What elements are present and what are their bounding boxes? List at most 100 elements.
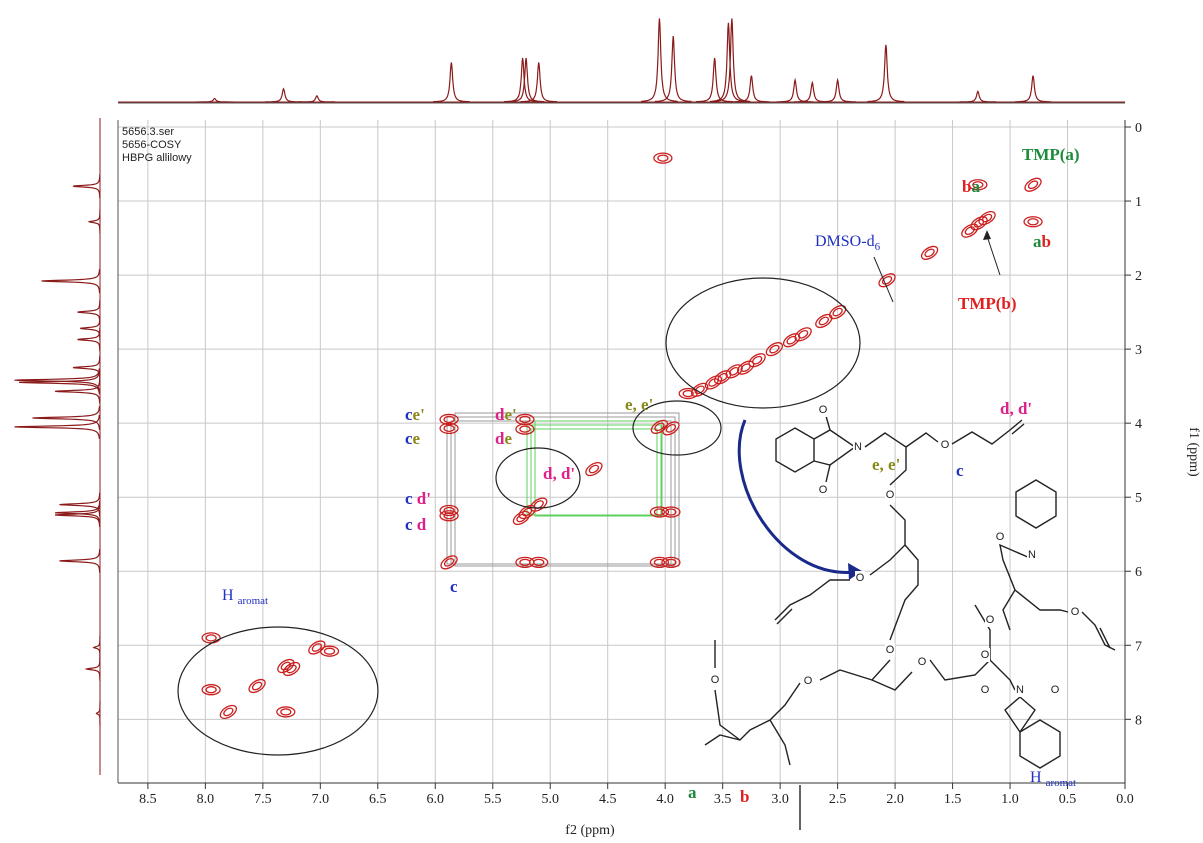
x-tick-label: 2.5 bbox=[829, 792, 847, 807]
annotation-part: c bbox=[405, 405, 413, 424]
cross-peak bbox=[649, 506, 670, 518]
atom-bg bbox=[853, 440, 863, 454]
atom-bg bbox=[1027, 548, 1037, 562]
atom-bg bbox=[940, 438, 950, 452]
cross-peak bbox=[443, 415, 455, 424]
annotation: ab bbox=[1033, 232, 1051, 251]
cross-peak bbox=[678, 387, 698, 400]
cross-peak bbox=[881, 275, 893, 285]
annotation-part: d bbox=[495, 429, 505, 448]
atom-bg bbox=[710, 673, 720, 687]
cross-peak bbox=[649, 556, 670, 569]
atom-bg bbox=[818, 483, 828, 497]
annotation: DMSO-d6 bbox=[815, 233, 881, 253]
atom-label: N bbox=[1016, 684, 1024, 696]
annotation-part: e, e' bbox=[625, 395, 653, 414]
annotation-part: b bbox=[962, 177, 971, 196]
x-tick-label: 4.5 bbox=[599, 792, 617, 807]
cross-peak bbox=[219, 704, 238, 720]
projection-peak-top bbox=[507, 57, 545, 103]
y-tick-label: 2 bbox=[1135, 269, 1142, 284]
y-tick-label: 3 bbox=[1135, 343, 1142, 358]
projection-peak-left bbox=[14, 414, 100, 439]
atom-bg bbox=[885, 488, 895, 502]
annotation-part: d bbox=[495, 405, 505, 424]
cross-peak bbox=[653, 558, 666, 567]
cross-peak bbox=[248, 678, 266, 694]
cross-peak bbox=[961, 223, 979, 238]
cross-peak bbox=[276, 706, 296, 718]
annotation: H aromat bbox=[222, 587, 268, 607]
atom-bg bbox=[980, 683, 990, 697]
annotation: TMP(b) bbox=[958, 294, 1017, 313]
atom-label: O bbox=[711, 674, 720, 686]
tmp-arrow-head bbox=[983, 230, 991, 240]
annotation: ba bbox=[962, 177, 980, 196]
file-info: 5656.3.ser bbox=[122, 126, 174, 138]
atom-label: O bbox=[856, 572, 865, 584]
cross-peak bbox=[650, 419, 669, 434]
annotation: H aromat bbox=[1030, 769, 1076, 789]
y-tick-label: 6 bbox=[1135, 565, 1142, 580]
cross-peak bbox=[1024, 177, 1042, 192]
atom-label: O bbox=[918, 656, 927, 668]
cross-peak bbox=[657, 154, 669, 162]
annotation-part: H bbox=[222, 587, 238, 604]
annotation-part: c bbox=[405, 429, 413, 448]
cross-peak bbox=[682, 389, 694, 398]
blue-arrow bbox=[737, 419, 856, 574]
atom-label: N bbox=[854, 441, 862, 453]
atom-label: O bbox=[986, 614, 995, 626]
projection-peak-left bbox=[59, 492, 101, 517]
atom-bg bbox=[985, 613, 995, 627]
cross-peak bbox=[972, 181, 984, 189]
atom-label: O bbox=[819, 484, 828, 496]
y-tick-label: 0 bbox=[1135, 121, 1142, 136]
x-tick-label: 7.5 bbox=[254, 792, 272, 807]
atom-bg bbox=[1015, 683, 1025, 697]
x-tick-label: 5.0 bbox=[541, 792, 559, 807]
cross-peak bbox=[205, 634, 217, 642]
cross-peak bbox=[665, 558, 677, 567]
cross-peak bbox=[653, 508, 666, 516]
projection-peak-left bbox=[32, 406, 101, 430]
annotation-part: b bbox=[740, 787, 749, 806]
cross-peak bbox=[725, 364, 743, 379]
cross-peak bbox=[782, 333, 801, 348]
cross-peak bbox=[585, 461, 603, 477]
y-axis-label: f1 (ppm) bbox=[1186, 427, 1201, 477]
atom-bg bbox=[980, 648, 990, 662]
cross-peak bbox=[443, 424, 455, 432]
projection-peak-top bbox=[696, 57, 734, 103]
x-tick-label: 6.5 bbox=[369, 792, 387, 807]
annotation: TMP(a) bbox=[1022, 145, 1080, 164]
atom-label: O bbox=[886, 489, 895, 501]
cross-peak bbox=[832, 307, 843, 317]
cross-peak bbox=[443, 512, 455, 520]
cross-peak bbox=[970, 216, 988, 231]
annotation: a bbox=[688, 783, 697, 802]
cross-peak bbox=[439, 504, 459, 517]
cross-peak bbox=[661, 506, 681, 518]
annotation-part: c bbox=[450, 577, 458, 596]
cross-peak bbox=[516, 513, 527, 523]
cross-peak bbox=[765, 342, 784, 357]
guide-lines-green bbox=[526, 420, 663, 517]
cross-peak bbox=[920, 245, 939, 260]
cross-peak bbox=[519, 425, 531, 433]
annotation-part: d, d' bbox=[1000, 399, 1032, 418]
annotation: e, e' bbox=[625, 395, 653, 414]
cross-peak bbox=[769, 344, 780, 354]
annotation-part: c bbox=[405, 515, 417, 534]
cross-peak bbox=[797, 329, 809, 339]
dmso-marker bbox=[873, 256, 894, 303]
x-tick-label: 6.0 bbox=[427, 792, 445, 807]
x-tick-label: 2.0 bbox=[886, 792, 904, 807]
projection-peak-left bbox=[54, 379, 101, 404]
annotation-part: d' bbox=[417, 489, 431, 508]
cross-peak bbox=[978, 210, 996, 226]
cross-peak bbox=[323, 647, 336, 655]
atom-label: O bbox=[941, 439, 950, 451]
atom-label: O bbox=[981, 684, 990, 696]
